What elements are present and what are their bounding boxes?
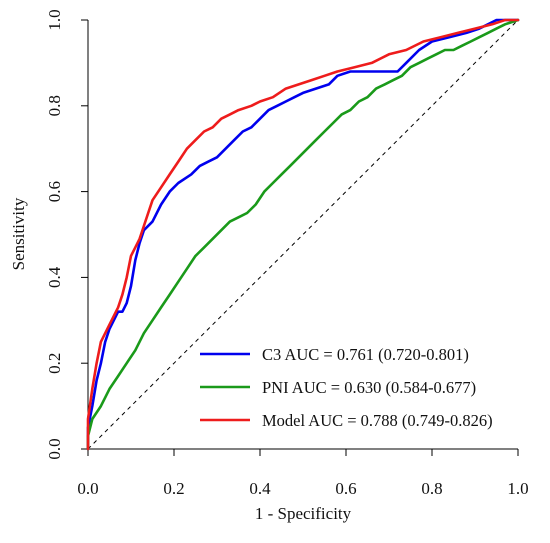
reference-diagonal-line xyxy=(87,19,519,450)
x-tick-label: 0.2 xyxy=(163,479,184,498)
roc-curve-pni xyxy=(86,18,520,451)
roc-curves xyxy=(86,18,520,451)
x-axis-title: 1 - Specificity xyxy=(255,504,352,523)
legend-label-c3: C3 AUC = 0.761 (0.720-0.801) xyxy=(262,345,469,364)
x-tick-label: 0.8 xyxy=(421,479,442,498)
y-tick-label: 0.2 xyxy=(45,353,64,374)
roc-curve-c3 xyxy=(86,18,520,451)
y-tick-label: 0.0 xyxy=(45,438,64,459)
x-tick-label: 0.6 xyxy=(335,479,356,498)
roc-curve-model xyxy=(86,18,520,451)
legend: C3 AUC = 0.761 (0.720-0.801) PNI AUC = 0.… xyxy=(200,345,493,430)
y-axis-ticks: 0.0 0.2 0.4 0.6 0.8 1.0 xyxy=(45,9,88,460)
y-axis-title: Sensitivity xyxy=(9,197,28,270)
y-tick-label: 0.8 xyxy=(45,95,64,116)
y-tick-label: 1.0 xyxy=(45,9,64,30)
x-tick-label: 0.4 xyxy=(249,479,271,498)
x-tick-label: 0.0 xyxy=(77,479,98,498)
x-axis-ticks: 0.0 0.2 0.4 0.6 0.8 1.0 xyxy=(77,449,529,498)
plot-area: 0.0 0.2 0.4 0.6 0.8 1.0 0.0 0.2 0.4 0.6 0.8 1.0 xyxy=(45,9,529,498)
legend-label-pni: PNI AUC = 0.630 (0.584-0.677) xyxy=(262,378,476,397)
legend-label-model: Model AUC = 0.788 (0.749-0.826) xyxy=(262,411,493,430)
y-tick-label: 0.6 xyxy=(45,181,64,202)
y-tick-label: 0.4 xyxy=(45,266,64,288)
x-tick-label: 1.0 xyxy=(507,479,528,498)
